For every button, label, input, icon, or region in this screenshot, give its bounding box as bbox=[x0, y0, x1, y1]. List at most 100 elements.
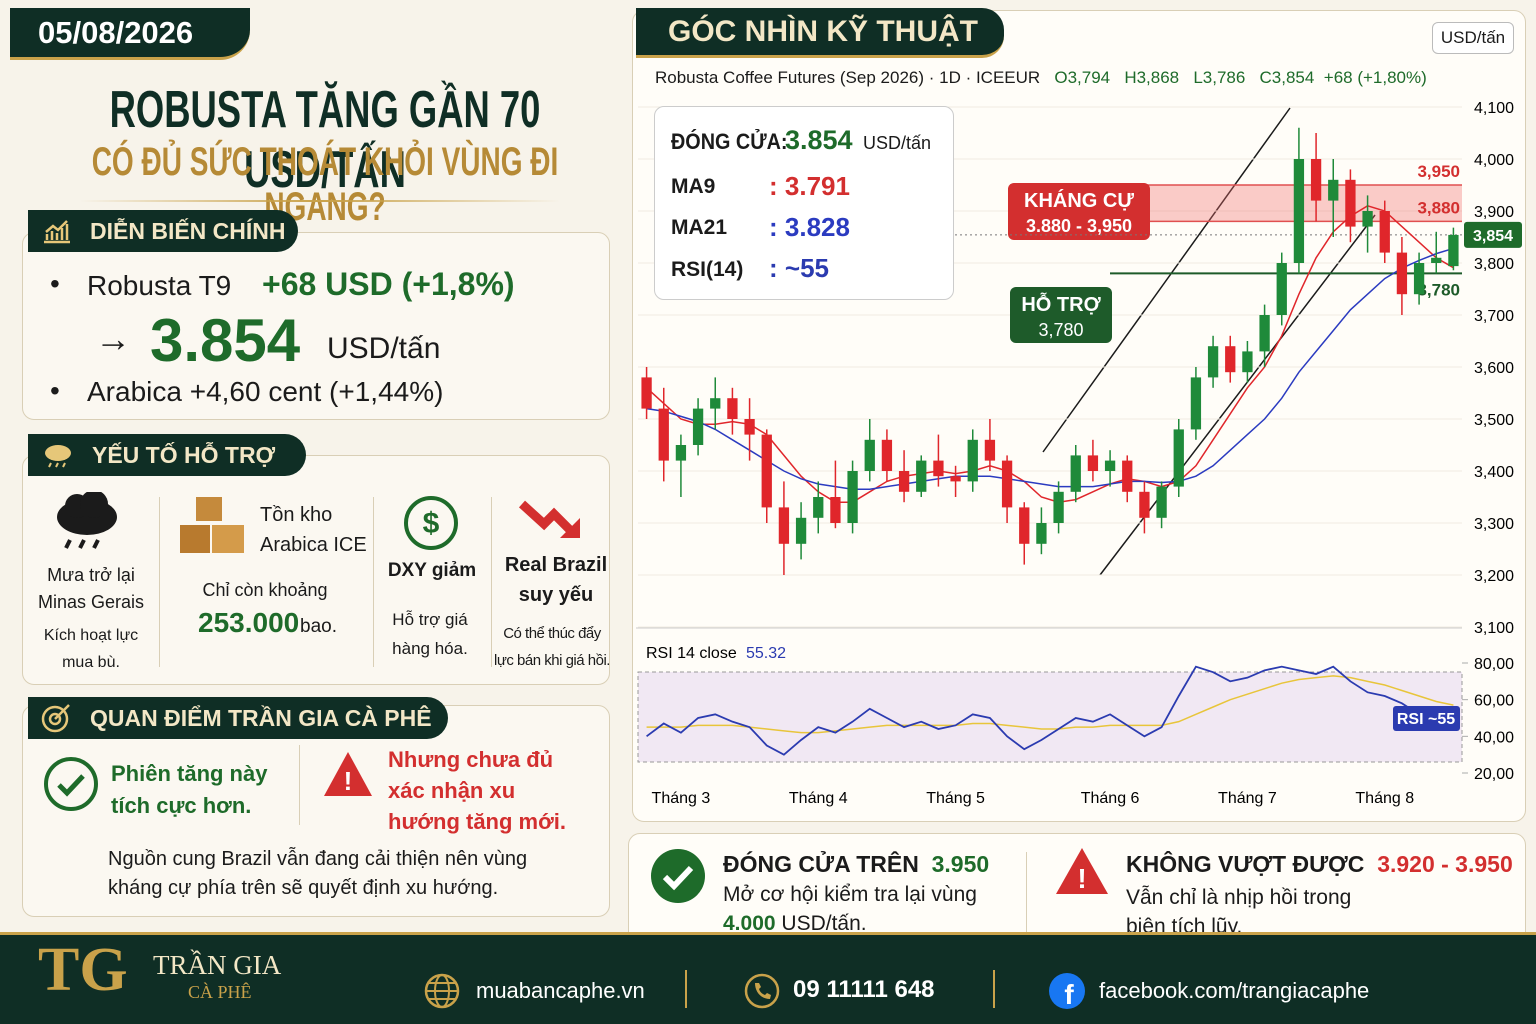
separator bbox=[993, 970, 995, 1008]
heading: DIỄN BIẾN CHÍNH bbox=[90, 217, 286, 244]
channel-line bbox=[1042, 107, 1291, 453]
candle-body bbox=[692, 408, 704, 445]
candle-body bbox=[1293, 159, 1305, 263]
arrow: → bbox=[95, 318, 131, 359]
candle-body bbox=[1036, 523, 1047, 544]
subtitle: CÓ ĐỦ SỨC THOÁT KHỎI VÙNG ĐI NGANG? bbox=[91, 140, 559, 229]
phone-icon bbox=[744, 973, 780, 1009]
heading: GÓC NHÌN KỸ THUẬT bbox=[668, 14, 978, 48]
level: 3.920 - 3.950 bbox=[1377, 851, 1513, 877]
support-value: 3,780 bbox=[1038, 320, 1083, 340]
candle-body bbox=[1087, 455, 1099, 471]
candle-body bbox=[1362, 211, 1373, 227]
candle-body bbox=[1122, 460, 1133, 492]
tail: USD/tấn. bbox=[781, 912, 867, 935]
svg-text:!: ! bbox=[1077, 863, 1086, 894]
ma9-label: MA9 bbox=[671, 175, 716, 198]
price-unit: USD/tấn bbox=[327, 332, 441, 365]
target-icon bbox=[41, 704, 70, 733]
robusta-change: +68 USD (+1,8%) bbox=[262, 266, 515, 302]
support-name: HỖ TRỢ bbox=[1021, 292, 1101, 316]
level: 3.950 bbox=[931, 851, 990, 877]
scenario-down-title: KHÔNG VƯỢT ĐƯỢC 3.920 - 3.950 bbox=[1126, 851, 1513, 878]
y-tick-label: 3,100 bbox=[1474, 620, 1514, 637]
candle-body bbox=[1276, 263, 1287, 315]
rsi-line bbox=[646, 665, 1454, 756]
candle-body bbox=[1019, 507, 1030, 544]
resistance-low-label: 3,880 bbox=[1417, 198, 1460, 217]
factor-note: Hỗ trợ giá hàng hóa. bbox=[392, 610, 468, 658]
logo: TG bbox=[38, 936, 128, 1004]
warning-icon: ! bbox=[1056, 848, 1108, 894]
heading: YẾU TỐ HỖ TRỢ bbox=[92, 441, 276, 468]
divider bbox=[80, 200, 560, 202]
candle-body bbox=[1328, 179, 1339, 201]
candle-body bbox=[1259, 315, 1270, 352]
bullet: • bbox=[50, 268, 60, 299]
last-price-label: 3,854 bbox=[1473, 228, 1513, 245]
candle-body bbox=[744, 419, 755, 435]
candle-body bbox=[830, 497, 841, 523]
y-tick-label: 3,800 bbox=[1474, 256, 1514, 273]
candle-body bbox=[1448, 234, 1459, 267]
factor-title: Tồn kho Arabica ICE bbox=[260, 504, 367, 556]
y-tick-label: 3,700 bbox=[1474, 308, 1514, 325]
cloud-icon bbox=[45, 445, 71, 468]
candle-body bbox=[1413, 263, 1425, 295]
y-tick-label: 3,400 bbox=[1474, 464, 1514, 481]
candle-body bbox=[916, 460, 927, 492]
section-tab: GÓC NHÌN KỸ THUẬT bbox=[636, 8, 1004, 58]
unit-badge: USD/tấn bbox=[1432, 22, 1514, 54]
candle-body bbox=[1225, 346, 1236, 373]
ticker: Robusta Coffee Futures (Sep 2026) · 1D ·… bbox=[655, 68, 1041, 87]
factor-note: Chỉ còn khoảng bbox=[202, 580, 328, 600]
ticker-line: Robusta Coffee Futures (Sep 2026) · 1D ·… bbox=[655, 68, 1427, 88]
x-tick-label: Tháng 8 bbox=[1355, 790, 1414, 807]
ma21-value: : 3.828 bbox=[769, 212, 850, 242]
brand: TRẦN GIA bbox=[153, 950, 282, 980]
y-tick-label: 60,00 bbox=[1474, 693, 1514, 710]
candle-body bbox=[1156, 486, 1167, 518]
rain-icon bbox=[57, 492, 117, 549]
factor-title: Mưa trở lại Minas Gerais bbox=[37, 565, 145, 612]
heading: QUAN ĐIỂM TRẦN GIA CÀ PHÊ bbox=[90, 704, 432, 731]
candle-body bbox=[1053, 491, 1064, 523]
ohlc-open: O3,794 bbox=[1054, 68, 1111, 87]
y-tick-label: 80,00 bbox=[1474, 656, 1514, 673]
candle-body bbox=[761, 434, 772, 508]
y-tick-label: 3,600 bbox=[1474, 360, 1514, 377]
chart-icon bbox=[44, 220, 70, 244]
scenario-up-text: Mở cơ hội kiểm tra lại vùng bbox=[723, 883, 977, 906]
info-box: ĐÓNG CỬA: 3.854 USD/tấn MA9 : 3.791 MA21… bbox=[654, 106, 954, 300]
candle-body bbox=[1190, 377, 1202, 430]
phone[interactable]: 09 11111 648 bbox=[793, 976, 935, 1003]
candle-body bbox=[658, 408, 669, 461]
y-tick-label: 20,00 bbox=[1474, 766, 1514, 783]
facebook[interactable]: facebook.com/trangiacaphe bbox=[1099, 978, 1370, 1003]
support-label: 3,780 bbox=[1417, 280, 1460, 299]
check-icon bbox=[651, 849, 705, 903]
rsi-title: RSI 14 close bbox=[646, 645, 737, 662]
stock-figure: 253.000 bbox=[198, 607, 300, 638]
x-tick-label: Tháng 7 bbox=[1218, 790, 1277, 807]
candle-body bbox=[864, 439, 875, 471]
support-box bbox=[1010, 287, 1112, 343]
y-tick-label: 3,300 bbox=[1474, 516, 1514, 533]
caution-view: Nhưng chưa đủ xác nhận xu hướng tăng mới… bbox=[388, 747, 566, 834]
candle-body bbox=[1173, 429, 1184, 487]
candle-body bbox=[1396, 252, 1408, 295]
rsi-badge-text: RSI ~55 bbox=[1397, 711, 1455, 728]
down-arrow-icon bbox=[518, 500, 580, 538]
separator bbox=[685, 970, 687, 1008]
bullet: • bbox=[50, 375, 60, 406]
footer bbox=[0, 932, 1536, 1024]
website[interactable]: muabancaphe.vn bbox=[476, 978, 645, 1003]
ohlc-change: +68 (+1,80%) bbox=[1323, 68, 1427, 87]
separator bbox=[1026, 852, 1027, 932]
rsi-line bbox=[646, 675, 1454, 734]
factor-note: Có thể thúc đẩy lực bán khi giá hồi. bbox=[494, 625, 610, 669]
rsi-value: : ~55 bbox=[769, 253, 829, 283]
title: ĐÓNG CỬA TRÊN bbox=[723, 851, 919, 877]
